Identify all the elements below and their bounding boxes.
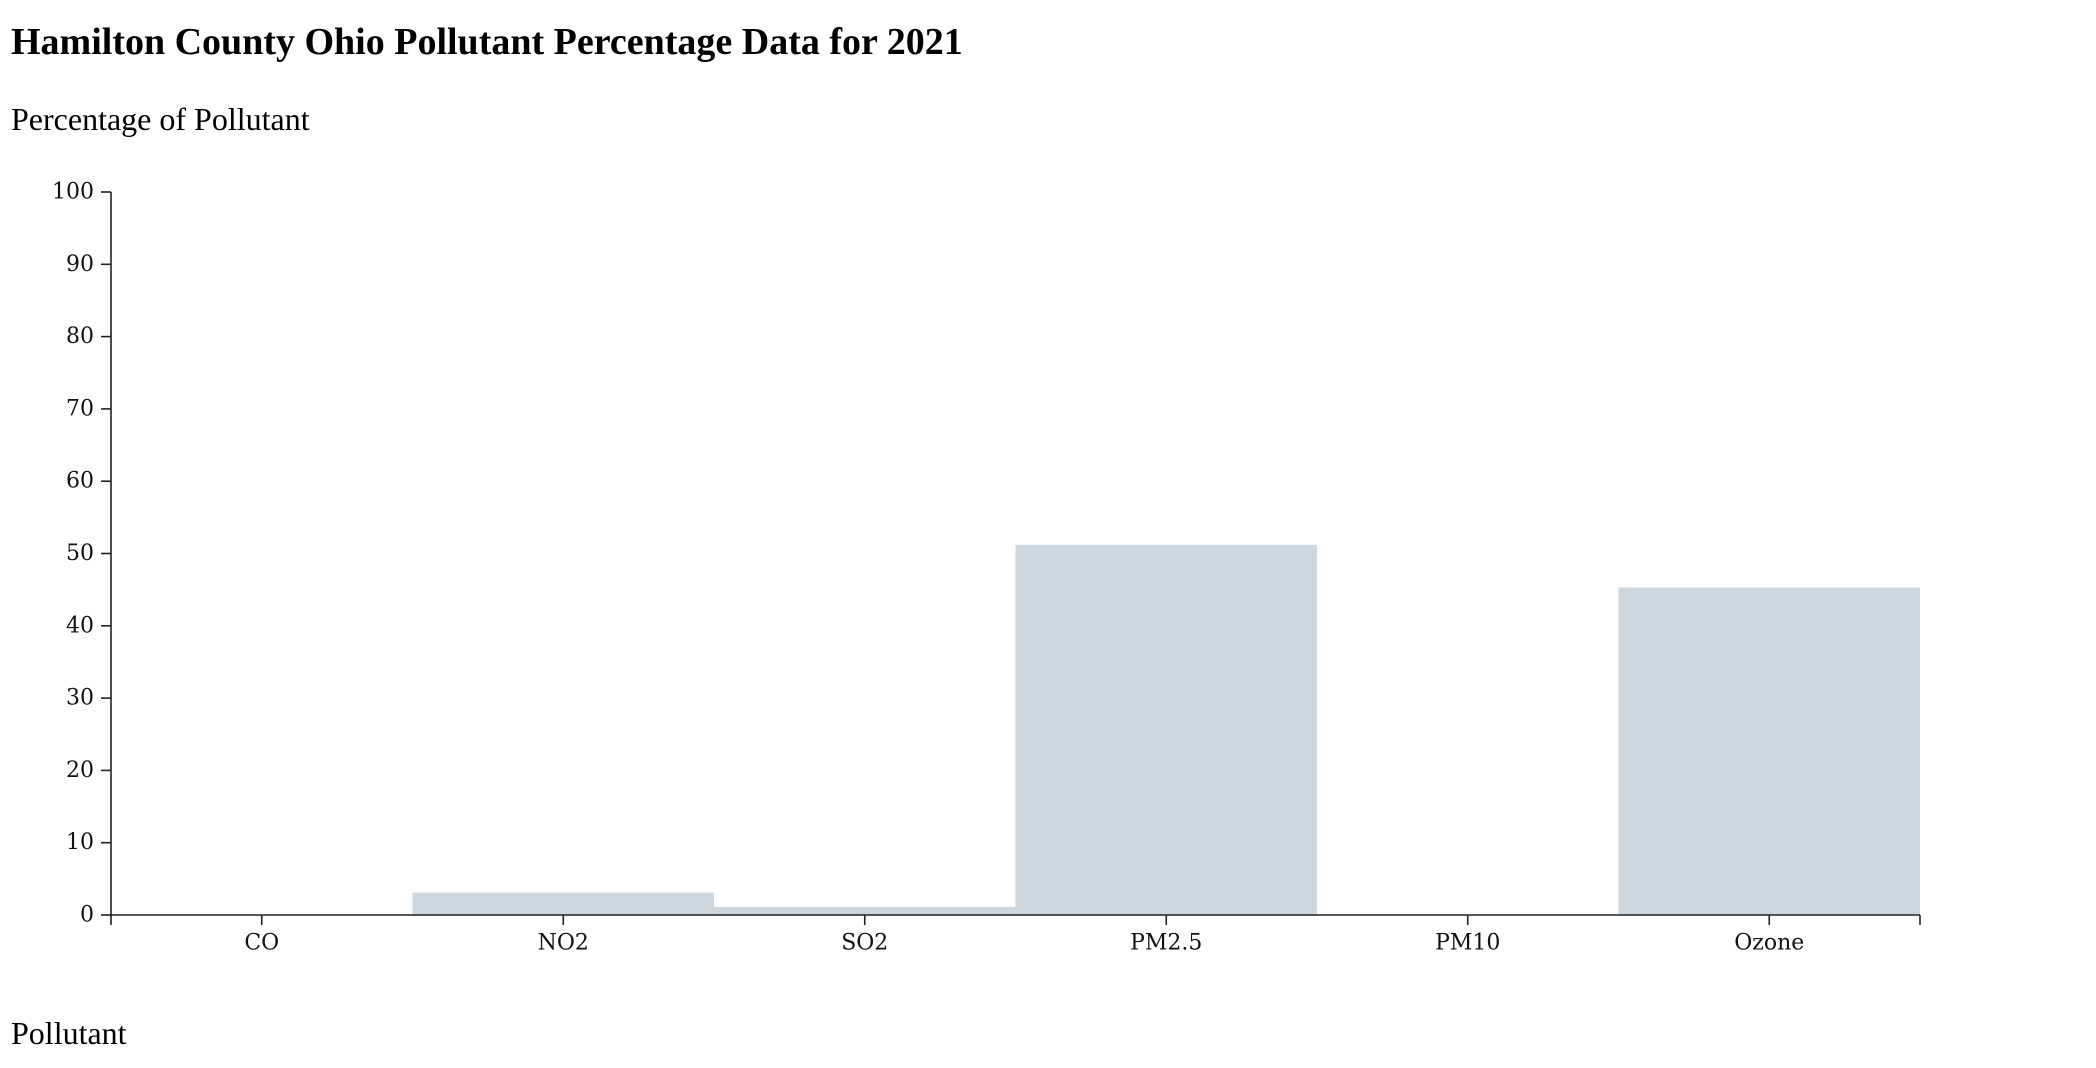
- x-axis: CO NO2 SO2 PM2.5 PM10 Ozone: [110, 914, 1921, 956]
- x-tick-label: Ozone: [1734, 931, 1804, 956]
- bar-so2: [714, 907, 1016, 915]
- y-tick-label: 20: [66, 758, 94, 783]
- x-tick-label: PM2.5: [1130, 931, 1202, 956]
- x-axis-title: Pollutant: [11, 1015, 127, 1051]
- y-tick-label: 100: [52, 180, 94, 205]
- bar-chart: 0 10 20 30 40 50 60 70 80 90 100 CO NO2 SO2 PM2.5 PM10…: [52, 180, 1921, 956]
- y-tick-label: 50: [66, 541, 94, 566]
- chart-title: Hamilton County Ohio Pollutant Percentag…: [11, 21, 963, 63]
- y-axis-title: Percentage of Pollutant: [11, 101, 310, 137]
- x-tick-label: CO: [244, 931, 279, 956]
- y-tick-label: 60: [66, 469, 94, 494]
- x-tick-label: PM10: [1435, 931, 1500, 956]
- x-tick-label: SO2: [841, 931, 888, 956]
- y-axis: 0 10 20 30 40 50 60 70 80 90 100: [52, 180, 112, 928]
- bar-pm2-5: [1015, 544, 1317, 915]
- y-tick-label: 10: [66, 830, 94, 855]
- y-tick-label: 30: [66, 686, 94, 711]
- y-tick-label: 0: [80, 903, 94, 928]
- y-tick-label: 70: [66, 396, 94, 421]
- y-tick-label: 40: [66, 613, 94, 638]
- bar-no2: [412, 892, 714, 915]
- y-tick-label: 80: [66, 324, 94, 349]
- x-tick-label: NO2: [538, 931, 589, 956]
- y-tick-label: 90: [66, 252, 94, 277]
- bar-ozone: [1618, 587, 1920, 915]
- bars-layer: [412, 544, 1920, 915]
